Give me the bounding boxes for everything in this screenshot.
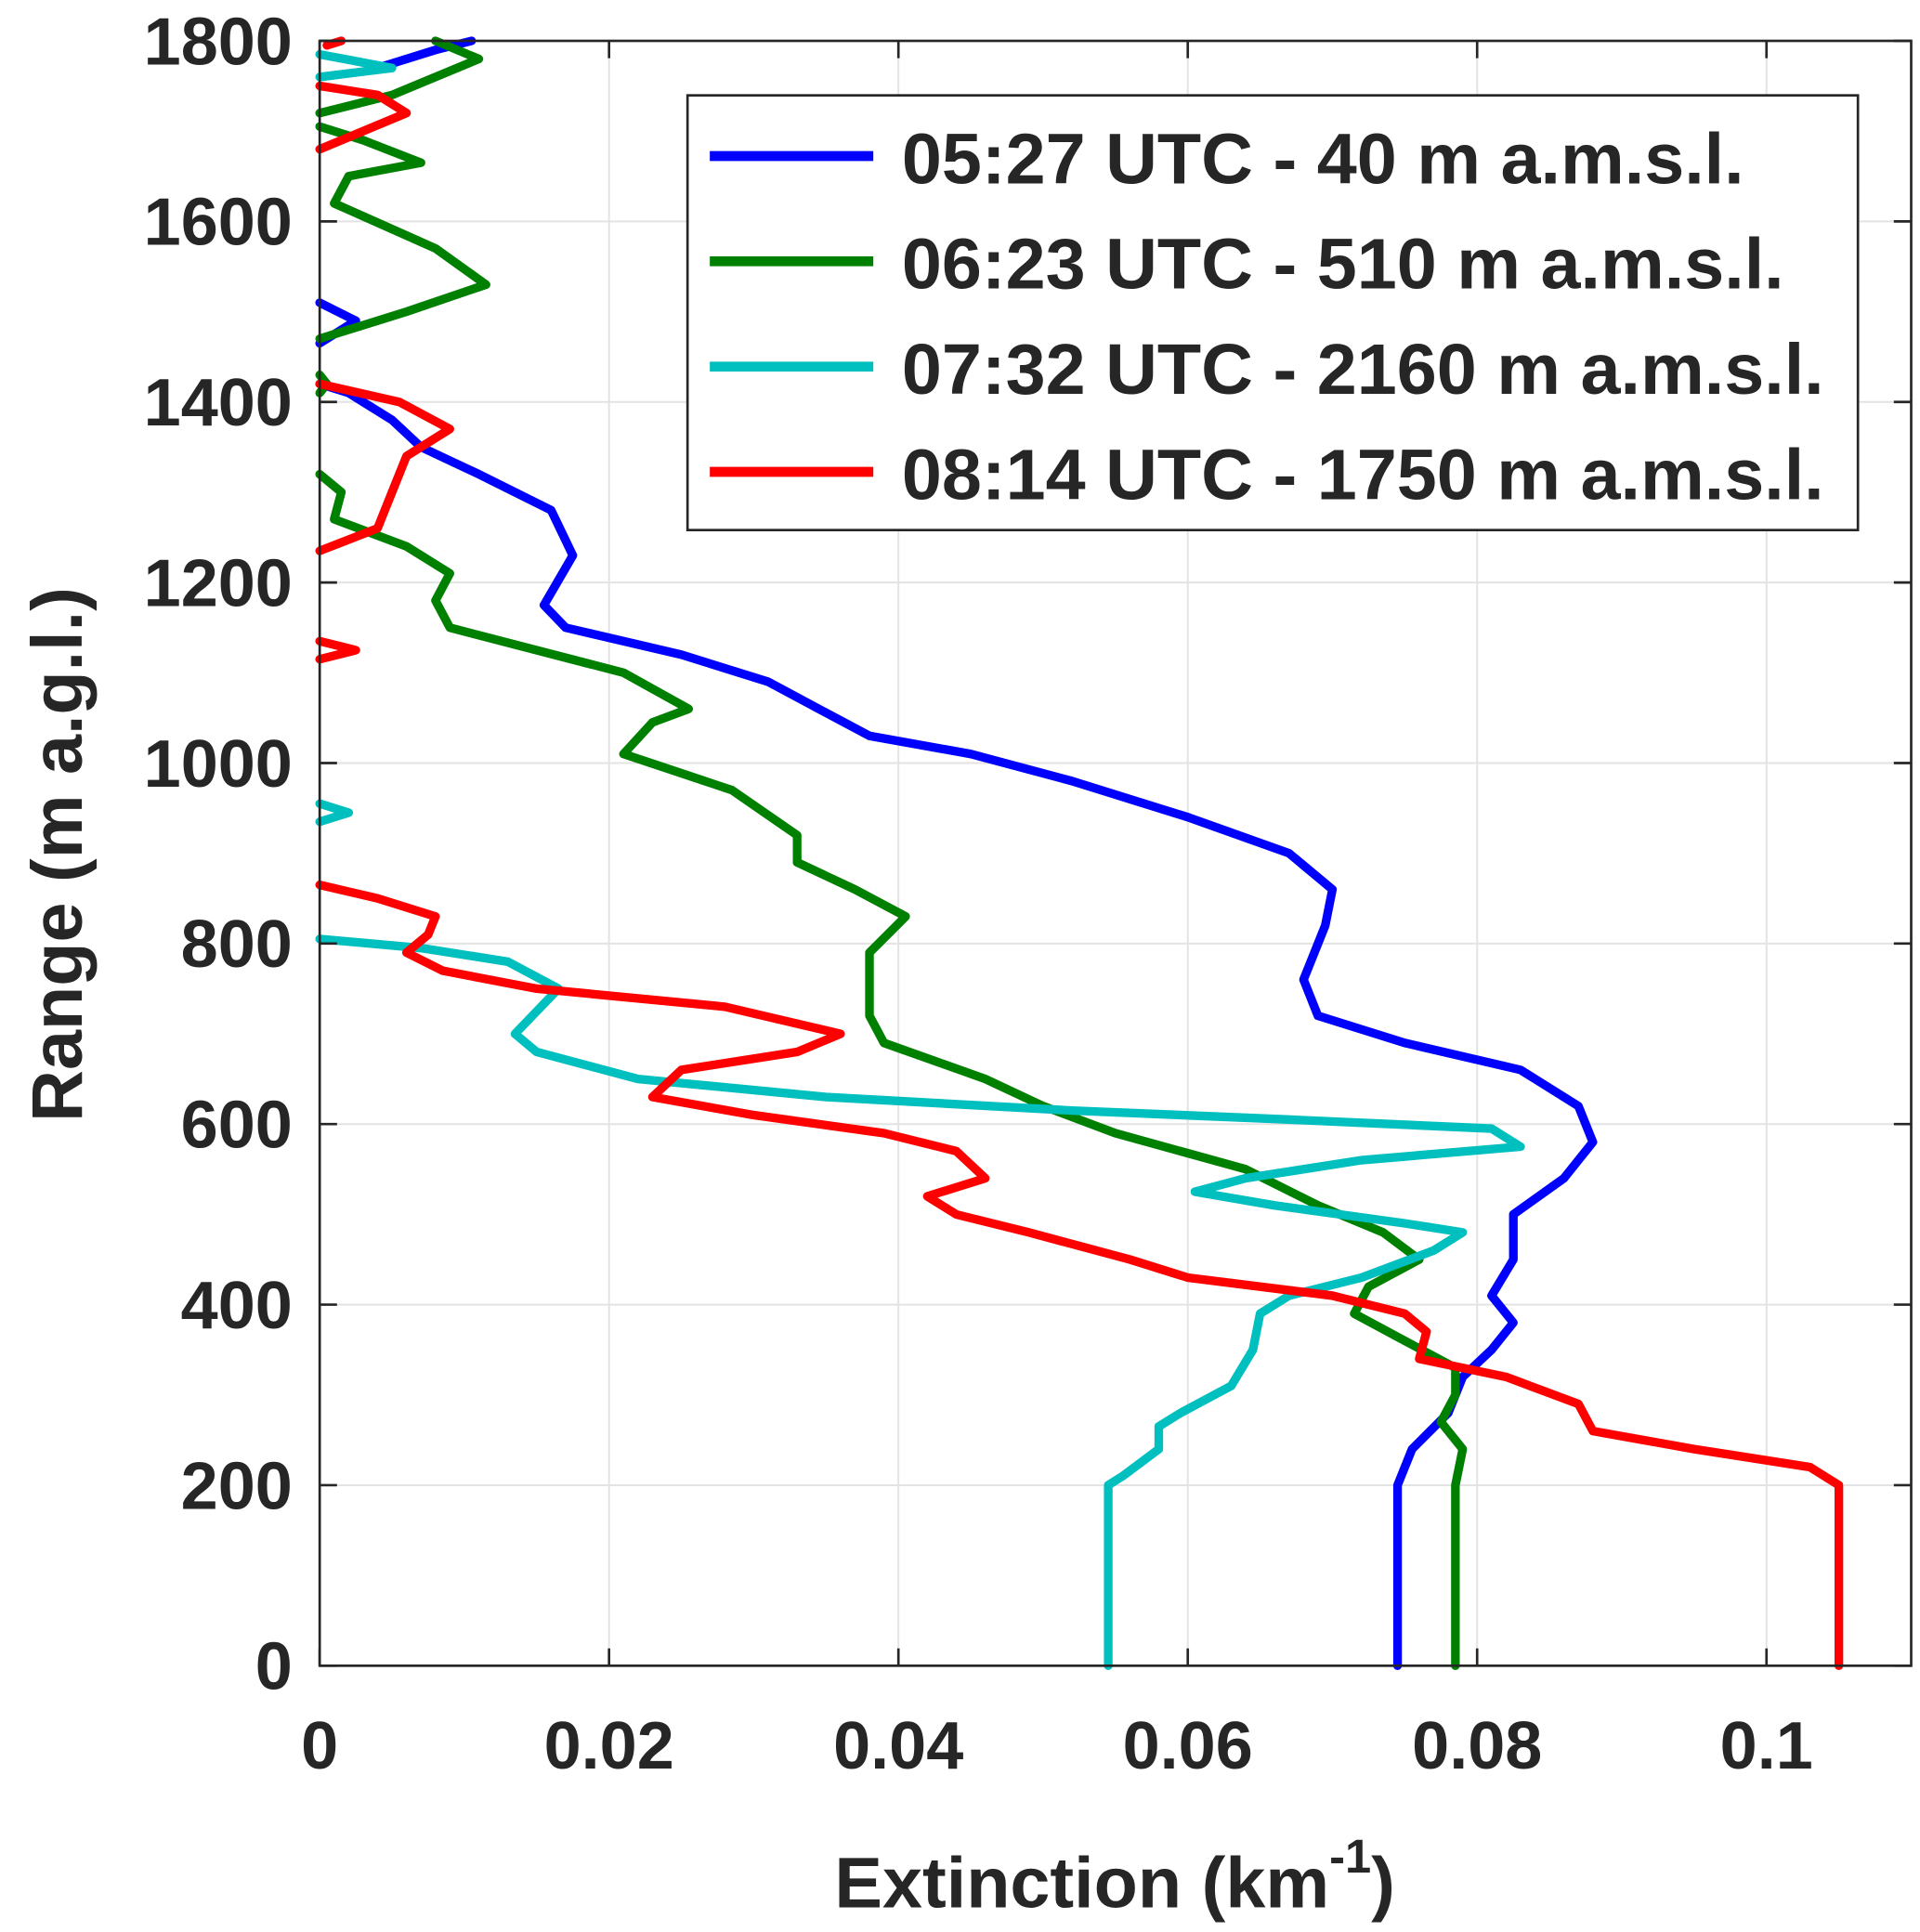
series-line-4: [315, 636, 360, 664]
series-line-4: [315, 881, 1844, 1670]
axis-ticks: 0 0.02 0.04 0.06 0.08 0.1 0 200 400 600 800 1000 120…: [144, 5, 1912, 1783]
y-tick-label: 1800: [144, 5, 293, 79]
series-line-1: [372, 36, 477, 72]
y-tick-label: 1400: [144, 366, 293, 440]
series-line-3: [315, 934, 1525, 1670]
series-line-2: [315, 36, 484, 118]
legend-entry: 06:23 UTC - 510 m a.m.s.l.: [902, 225, 1784, 305]
series-line-3: [315, 799, 354, 827]
x-tick-label: 0.06: [1123, 1709, 1253, 1783]
y-tick-label: 600: [181, 1089, 293, 1163]
series-line-1: [315, 379, 1598, 1670]
x-tick-label: 0: [301, 1709, 338, 1783]
legend-entry: 07:32 UTC - 2160 m a.m.s.l.: [902, 330, 1824, 410]
plot-frame: [318, 39, 1913, 1667]
y-tick-label: 1000: [144, 727, 293, 802]
y-tick-label: 400: [181, 1269, 293, 1343]
legend-entry: 05:27 UTC - 40 m a.m.s.l.: [902, 119, 1744, 199]
y-axis-label: Range (m a.g.l.): [18, 587, 98, 1122]
legend-entry: 08:14 UTC - 1750 m a.m.s.l.: [902, 435, 1824, 515]
series-lines: [315, 36, 1844, 1670]
x-tick-label: 0.08: [1412, 1709, 1542, 1783]
x-tick-label: 0.02: [544, 1709, 674, 1783]
x-tick-label: 0.04: [833, 1709, 963, 1783]
x-tick-label: 0.1: [1720, 1709, 1813, 1783]
y-tick-label: 800: [181, 907, 293, 982]
x-axis-label: Extinction (km-1): [834, 1830, 1395, 1923]
legend: 05:27 UTC - 40 m a.m.s.l. 06:23 UTC - 510…: [686, 94, 1860, 531]
y-tick-label: 200: [181, 1449, 293, 1523]
series-line-3: [315, 49, 397, 82]
legend-box: [686, 94, 1860, 531]
y-tick-label: 1600: [144, 186, 293, 260]
y-tick-label: 0: [255, 1630, 293, 1704]
series-line-4: [315, 379, 454, 555]
series-line-4: [315, 81, 411, 154]
series-line-2: [315, 122, 490, 344]
series-line-2: [315, 469, 1468, 1670]
y-tick-label: 1200: [144, 546, 293, 620]
